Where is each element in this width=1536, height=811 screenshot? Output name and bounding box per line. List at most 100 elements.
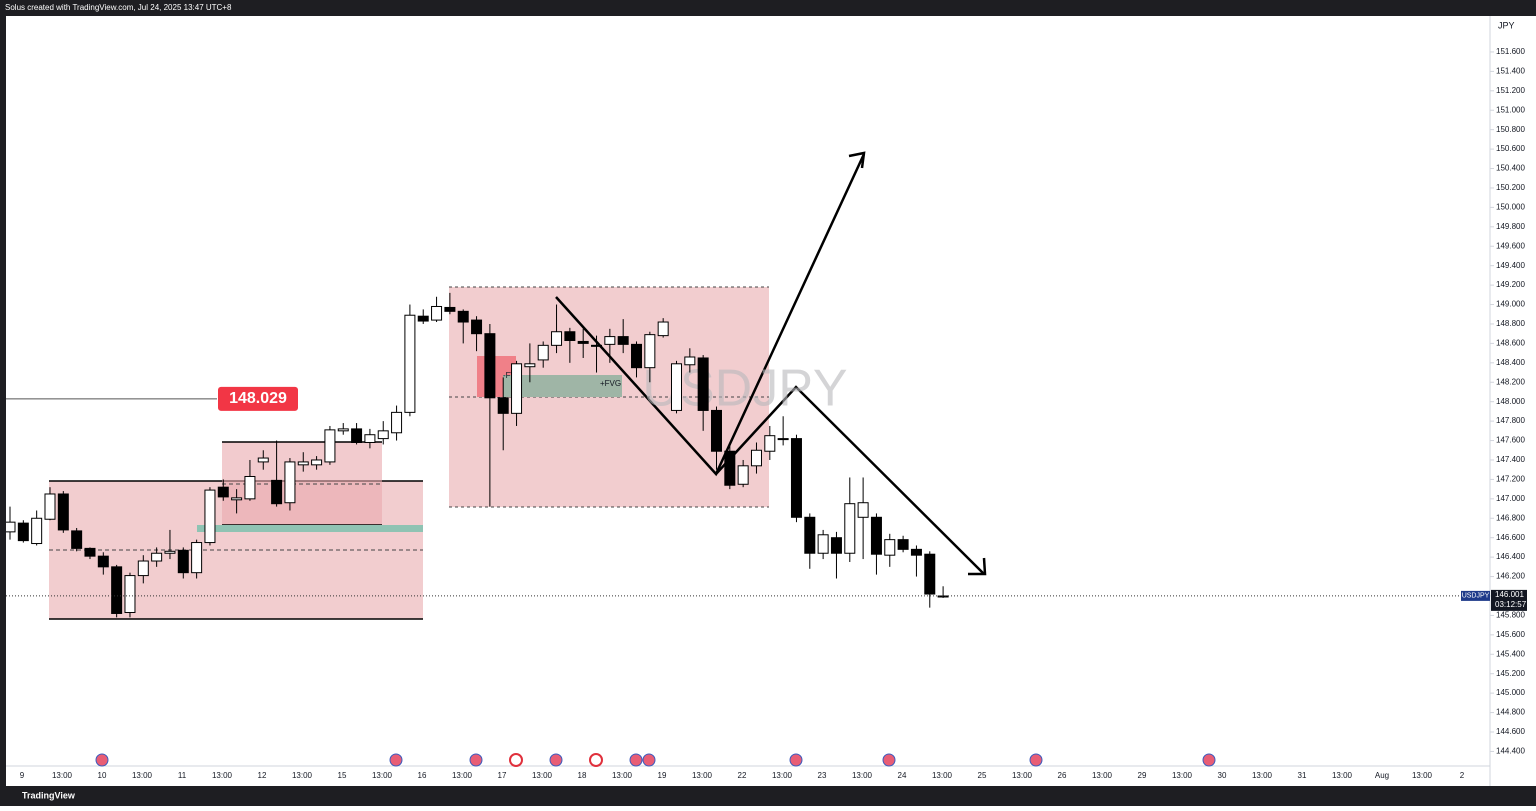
y-tick-label: 146.400 <box>1496 552 1525 561</box>
candle-body <box>4 521 16 533</box>
x-tick-label: 24 <box>898 771 907 780</box>
candle-body <box>617 336 629 345</box>
candle-body <box>124 575 136 614</box>
y-tick-label: 146.200 <box>1496 572 1525 581</box>
y-tick-label: 145.000 <box>1496 688 1525 697</box>
y-tick-label: 149.000 <box>1496 300 1525 309</box>
x-tick-label: 13:00 <box>452 771 473 780</box>
y-tick-label: 147.800 <box>1496 416 1525 425</box>
candle-body <box>351 428 363 443</box>
candle-body <box>644 334 656 369</box>
candle-body <box>271 479 283 505</box>
candle-body <box>111 566 123 614</box>
candle-body <box>177 549 189 574</box>
x-tick-label: 15 <box>338 771 347 780</box>
candle-body <box>97 555 109 568</box>
fvg-zone <box>503 375 622 397</box>
candle-body <box>817 534 829 554</box>
candle-body <box>44 493 56 520</box>
footer-brand[interactable]: TradingView <box>22 790 76 800</box>
candle-body <box>804 516 816 554</box>
candle-body <box>444 306 456 312</box>
candle-body <box>910 548 922 556</box>
frame <box>0 16 6 786</box>
event-icon <box>469 753 483 767</box>
candle-body <box>244 475 256 500</box>
projection-line <box>715 385 985 575</box>
x-tick-label: 31 <box>1298 771 1307 780</box>
candle-body <box>324 429 336 463</box>
candle-body <box>151 552 163 562</box>
y-tick-label: 151.400 <box>1496 66 1525 75</box>
candle-body <box>857 502 869 518</box>
x-tick-label: 25 <box>978 771 987 780</box>
y-tick-label: 145.400 <box>1496 649 1525 658</box>
x-tick-label: 29 <box>1138 771 1147 780</box>
candle-body <box>404 314 416 413</box>
y-tick-label: 149.800 <box>1496 222 1525 231</box>
price-label: 146.001 <box>1495 590 1524 599</box>
y-tick-label: 144.800 <box>1496 708 1525 717</box>
candle-body <box>604 336 616 345</box>
y-tick-label: 144.600 <box>1496 727 1525 736</box>
x-tick-label: 13:00 <box>132 771 153 780</box>
candle-body <box>790 438 802 518</box>
footer-bar <box>0 786 1536 806</box>
candle-body <box>724 450 736 486</box>
candle-body <box>284 461 296 504</box>
event-icon <box>642 753 656 767</box>
x-tick-label: 23 <box>818 771 827 780</box>
level-label: 148.029 <box>229 390 287 407</box>
x-tick-label: 13:00 <box>212 771 233 780</box>
y-tick-label: 149.400 <box>1496 261 1525 270</box>
candle-body <box>217 486 229 498</box>
x-tick-label: 13:00 <box>1412 771 1433 780</box>
x-tick-label: 10 <box>98 771 107 780</box>
y-tick-label: 147.600 <box>1496 436 1525 445</box>
candle-body <box>591 344 603 347</box>
x-tick-label: 13:00 <box>1172 771 1193 780</box>
drawings <box>49 151 987 620</box>
fvg-label: +FVG <box>600 379 621 388</box>
x-tick-label: 2 <box>1460 771 1465 780</box>
y-tick-label: 147.000 <box>1496 494 1525 503</box>
x-tick-label: 13:00 <box>372 771 393 780</box>
candle-body <box>697 357 709 411</box>
y-tick-label: 147.200 <box>1496 475 1525 484</box>
candle-body <box>297 461 309 466</box>
x-tick-label: 13:00 <box>52 771 73 780</box>
x-tick-label: 26 <box>1058 771 1067 780</box>
symbol-label: USDJPY <box>1462 593 1490 600</box>
y-tick-label: 148.000 <box>1496 397 1525 406</box>
countdown-label: 03:12:57 <box>1495 600 1527 609</box>
x-tick-label: 9 <box>20 771 25 780</box>
event-icon <box>629 753 643 767</box>
y-tick-label: 149.600 <box>1496 241 1525 250</box>
candle-body <box>750 449 762 467</box>
candle-body <box>497 397 509 414</box>
candle-body <box>231 497 243 501</box>
y-tick-label: 145.800 <box>1496 611 1525 620</box>
candle-body <box>457 310 469 323</box>
candle-body <box>391 411 403 434</box>
y-tick-label: 150.400 <box>1496 164 1525 173</box>
x-tick-label: 13:00 <box>1252 771 1273 780</box>
event-icon <box>1029 753 1043 767</box>
symbol-tag <box>1461 590 1490 601</box>
event-icon <box>589 753 603 767</box>
event-icon <box>789 753 803 767</box>
event-icon <box>882 753 896 767</box>
x-tick-label: 30 <box>1218 771 1227 780</box>
candle-body <box>551 331 563 346</box>
x-tick-label: 13:00 <box>772 771 793 780</box>
x-tick-label: 12 <box>258 771 267 780</box>
x-tick-label: Aug <box>1375 771 1389 780</box>
candles <box>4 292 949 618</box>
event-icon <box>509 753 523 767</box>
y-tick-label: 146.800 <box>1496 513 1525 522</box>
candle-body <box>164 550 176 554</box>
arrow-head <box>848 151 866 169</box>
candle-body <box>671 363 682 411</box>
x-tick-label: 13:00 <box>292 771 313 780</box>
header-text: Solus created with TradingView.com, Jul … <box>5 3 232 12</box>
